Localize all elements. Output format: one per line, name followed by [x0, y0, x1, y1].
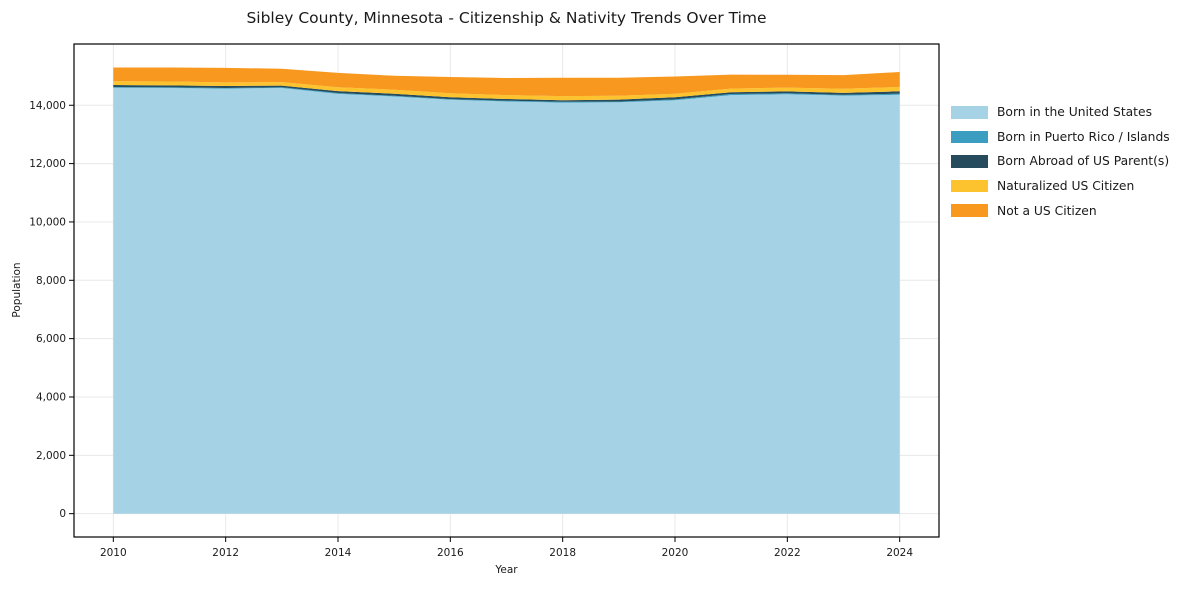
y-tick-label-0: 0 [59, 508, 66, 520]
y-tick-label-8000: 8,000 [36, 275, 66, 287]
legend-item-naturalized-us-citizen: Naturalized US Citizen [951, 174, 1170, 199]
area-naturalized-us-citizen [113, 81, 900, 101]
x-tick-label-2012: 2012 [212, 547, 239, 559]
plot-border [73, 43, 940, 538]
chart-title: Sibley County, Minnesota - Citizenship &… [246, 9, 767, 27]
legend-label: Born in Puerto Rico / Islands [997, 129, 1170, 144]
area-born-in-puerto-rico-islands [113, 87, 900, 103]
legend-swatch-icon [951, 130, 988, 144]
x-tick-label-2024: 2024 [886, 547, 913, 559]
x-tick-label-2010: 2010 [100, 547, 127, 559]
legend-swatch-icon [951, 155, 988, 168]
legend-label: Born Abroad of US Parent(s) [997, 154, 1170, 169]
legend-swatch-icon [951, 204, 988, 217]
legend-item-born-in-the-united-states: Born in the United States [951, 100, 1170, 125]
y-tick-label-12000: 12,000 [29, 158, 66, 170]
legend-item-born-abroad-of-us-parent-s: Born Abroad of US Parent(s) [951, 149, 1170, 174]
x-axis-label: Year [495, 564, 518, 576]
area-not-a-us-citizen [113, 67, 900, 97]
x-tick-label-2020: 2020 [662, 547, 689, 559]
y-tick-label-2000: 2,000 [36, 450, 66, 462]
area-born-abroad-of-us-parent-s [113, 85, 900, 102]
x-tick-label-2018: 2018 [549, 547, 576, 559]
legend: Born in the United States Born in Puerto … [951, 100, 1170, 223]
y-tick-label-4000: 4,000 [36, 391, 66, 403]
x-tick-label-2014: 2014 [325, 547, 352, 559]
legend-swatch-icon [951, 106, 988, 119]
y-axis-label: Population [11, 262, 23, 318]
x-tick-label-2016: 2016 [437, 547, 464, 559]
legend-swatch-icon [951, 179, 988, 193]
x-tick-label-2022: 2022 [774, 547, 801, 559]
y-tick-label-14000: 14,000 [29, 100, 66, 112]
legend-label: Naturalized US Citizen [997, 179, 1135, 194]
legend-label: Born in the United States [997, 105, 1152, 120]
legend-item-born-in-puerto-rico-islands: Born in Puerto Rico / Islands [951, 125, 1170, 150]
legend-label: Not a US Citizen [997, 203, 1097, 218]
y-tick-label-6000: 6,000 [36, 333, 66, 345]
y-tick-label-10000: 10,000 [29, 216, 66, 228]
area-born-in-the-united-states [113, 87, 900, 514]
legend-item-not-a-us-citizen: Not a US Citizen [951, 198, 1170, 223]
